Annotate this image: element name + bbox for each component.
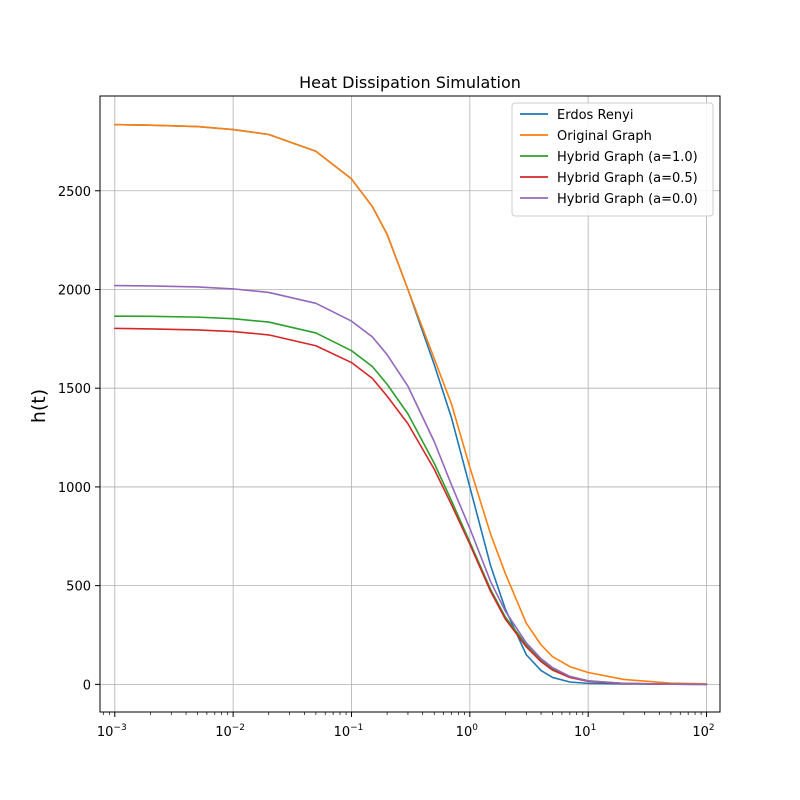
series-line-2	[113, 123, 708, 685]
x-tick-label: 100	[456, 723, 479, 740]
x-tick-label: 10−3	[97, 723, 127, 740]
x-axis-ticks: 10−3 10−2 10−1 100 101 102	[97, 712, 715, 740]
series-line-4	[113, 327, 708, 686]
y-tick-label: 1000	[58, 481, 91, 496]
y-axis-ticks: 0 500 1000 1500 2000 2500	[58, 185, 100, 693]
y-tick-label: 2000	[58, 283, 91, 298]
x-tick-label: 101	[574, 723, 596, 740]
y-tick-label: 0	[83, 678, 91, 693]
series-line-3	[113, 315, 708, 686]
plot-frame	[99, 95, 721, 713]
chart-title: Heat Dissipation Simulation	[299, 73, 521, 92]
legend-entry: Hybrid Graph (a=1.0)	[557, 150, 698, 165]
legend-entry: Erdos Renyi	[557, 108, 633, 123]
legend-entry: Original Graph	[557, 129, 652, 144]
legend: Erdos Renyi Original Graph Hybrid Graph (a…	[511, 102, 714, 217]
legend-box	[511, 102, 714, 217]
series-layer	[113, 123, 708, 686]
series-line-5	[113, 284, 708, 686]
y-tick-label: 500	[66, 580, 91, 595]
y-axis-label: h(t)	[28, 389, 50, 423]
legend-entry: Hybrid Graph (a=0.0)	[557, 192, 698, 207]
x-tick-label: 102	[692, 723, 714, 740]
y-tick-label: 2500	[58, 185, 91, 200]
x-tick-label: 10−1	[334, 723, 364, 740]
x-tick-label: 10−2	[215, 723, 245, 740]
y-tick-label: 1500	[58, 382, 91, 397]
legend-entry: Hybrid Graph (a=0.5)	[557, 171, 698, 186]
